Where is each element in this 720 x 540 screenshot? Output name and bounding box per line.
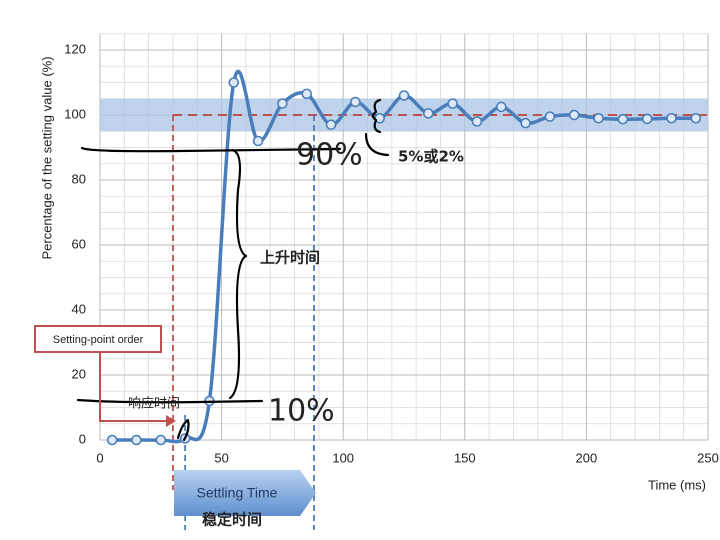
setpoint-box xyxy=(34,325,162,353)
y-tick-label: 20 xyxy=(72,366,86,381)
band-pointer xyxy=(364,132,390,157)
y-tick-label: 0 xyxy=(79,431,86,446)
data-point xyxy=(277,98,288,109)
plot xyxy=(100,69,708,530)
y-axis-label: Percentage of the setting value (%) xyxy=(39,56,54,259)
band-brace xyxy=(371,98,382,134)
data-point xyxy=(228,77,240,88)
data-point xyxy=(593,112,604,124)
x-tick-label: 200 xyxy=(576,450,598,465)
data-point xyxy=(544,111,556,122)
settling-time-label: Settling Time xyxy=(197,485,278,501)
setpoint-box-label: Setting-point order xyxy=(53,334,144,346)
data-point xyxy=(666,112,677,124)
data-point xyxy=(447,98,458,109)
data-point xyxy=(398,90,410,101)
handwritten-10: 10% xyxy=(268,394,335,429)
handwritten-90: 90% xyxy=(296,138,363,173)
data-point xyxy=(495,101,507,113)
setpoint-arrow xyxy=(99,352,166,422)
handwriting xyxy=(76,98,390,442)
data-point xyxy=(325,119,337,131)
data-point xyxy=(252,135,264,147)
settling-time-cn: 稳定时间 xyxy=(202,511,262,529)
y-tick-label: 120 xyxy=(64,41,86,56)
level-90-line xyxy=(80,146,342,153)
data-point xyxy=(301,88,313,100)
settling-arrow xyxy=(174,470,316,516)
y-tick-label: 80 xyxy=(72,171,86,186)
data-point xyxy=(617,113,629,125)
data-point xyxy=(471,116,483,127)
rise-time-label: 上升时间 xyxy=(260,249,320,267)
x-tick-label: 0 xyxy=(96,450,103,465)
data-point xyxy=(106,434,118,446)
x-tick-label: 250 xyxy=(697,450,719,465)
response-mark xyxy=(176,418,190,442)
response-time-label: 响应时间 xyxy=(128,396,180,412)
y-tick-label: 100 xyxy=(64,106,86,121)
data-point xyxy=(350,96,361,108)
data-point xyxy=(690,112,702,124)
y-tick-label: 40 xyxy=(72,301,86,316)
level-10-line xyxy=(76,398,264,404)
setpoint-arrowhead xyxy=(166,415,176,427)
x-tick-label: 50 xyxy=(214,450,228,465)
data-point xyxy=(568,109,580,121)
x-tick-label: 100 xyxy=(332,450,354,465)
data-point xyxy=(520,117,531,129)
data-point xyxy=(423,108,434,119)
data-point xyxy=(131,434,142,446)
x-tick-label: 150 xyxy=(454,450,476,465)
rise-brace xyxy=(228,148,248,400)
y-tick-label: 60 xyxy=(72,236,86,251)
data-point xyxy=(641,113,653,125)
data-point xyxy=(155,434,167,446)
tolerance-label: 5%或2% xyxy=(398,148,464,166)
x-axis-label: Time (ms) xyxy=(648,477,706,492)
